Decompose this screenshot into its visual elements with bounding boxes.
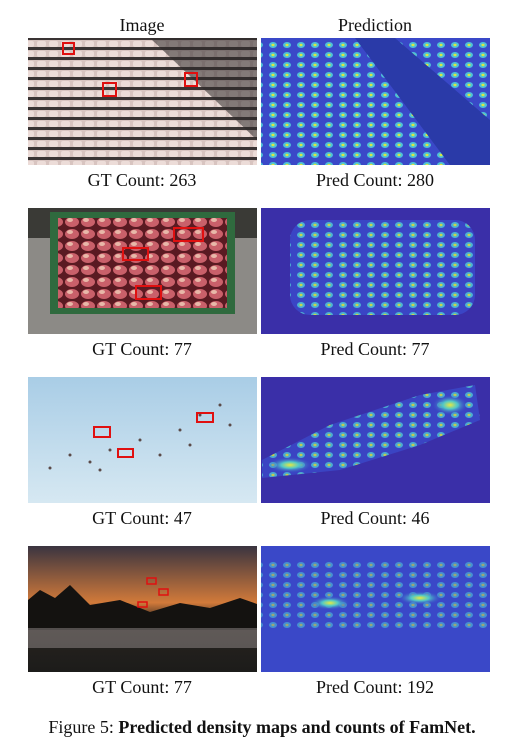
image-row xyxy=(28,38,490,165)
figure-caption: Figure 5: Predicted density maps and cou… xyxy=(48,717,475,737)
pred-count: Pred Count: 77 xyxy=(320,339,429,359)
pred-count: Pred Count: 46 xyxy=(320,508,429,528)
pred-count: Pred Count: 280 xyxy=(316,170,434,190)
column-header: Image xyxy=(120,15,165,35)
gt-count: GT Count: 47 xyxy=(92,508,192,528)
gt-count: GT Count: 77 xyxy=(92,677,192,697)
column-header: Prediction xyxy=(338,15,412,35)
pred-count: Pred Count: 192 xyxy=(316,677,434,697)
image-row xyxy=(28,208,490,334)
image-row xyxy=(28,377,490,503)
gt-count: GT Count: 263 xyxy=(88,170,197,190)
caption-text: Predicted density maps and counts of Fam… xyxy=(118,717,475,737)
gt-count: GT Count: 77 xyxy=(92,339,192,359)
caption-label: Figure 5: xyxy=(48,717,114,737)
input-image xyxy=(28,377,257,503)
image-row xyxy=(28,546,490,672)
